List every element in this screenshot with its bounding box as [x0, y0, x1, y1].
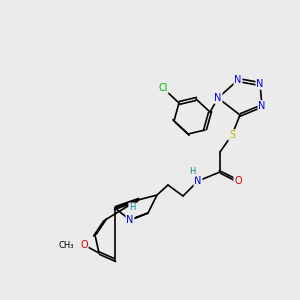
Text: Cl: Cl [158, 83, 168, 93]
Text: O: O [80, 240, 88, 250]
Text: N: N [258, 101, 266, 111]
Text: N: N [126, 215, 134, 225]
Text: N: N [234, 75, 242, 85]
Text: O: O [234, 176, 242, 186]
Text: N: N [194, 176, 202, 186]
Text: CH₃: CH₃ [58, 241, 74, 250]
Text: S: S [229, 130, 235, 140]
Text: H: H [189, 167, 195, 176]
Text: N: N [214, 93, 222, 103]
Text: N: N [256, 79, 264, 89]
Text: H: H [129, 203, 135, 212]
